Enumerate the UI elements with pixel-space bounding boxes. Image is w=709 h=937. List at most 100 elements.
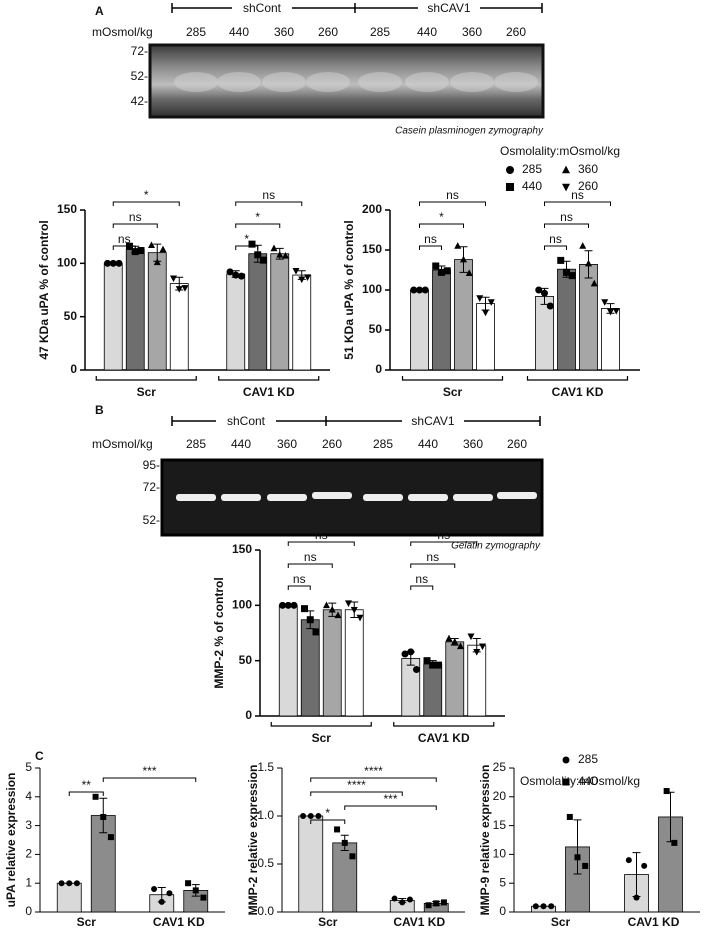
data-point (304, 274, 312, 282)
x-tick-label: CAV1 KD (628, 915, 680, 929)
data-point (350, 606, 358, 614)
data-point (460, 255, 467, 263)
y-tick-label: 150 (57, 202, 77, 216)
significance-bracket (287, 585, 311, 590)
y-axis-label: 47 KDa uPA % of control (37, 220, 51, 359)
significance-label: ns (549, 232, 562, 246)
data-point (467, 633, 475, 641)
x-tick-label: CAV1 KD (552, 385, 604, 399)
bar (322, 609, 342, 717)
data-point (248, 240, 256, 248)
significance-label: ns (560, 210, 573, 224)
data-point (482, 309, 489, 317)
data-point (107, 834, 114, 841)
data-point (557, 256, 565, 264)
significance-bracket (544, 223, 589, 228)
data-point (582, 862, 589, 869)
gel-band (221, 494, 261, 501)
x-tick-label: CAV1 KD (153, 915, 205, 929)
y-tick-label: 5 (499, 875, 506, 889)
y-tick-label: 1 (25, 875, 32, 889)
y-tick-label: 50 (369, 322, 383, 336)
data-point (334, 826, 341, 833)
significance-label: ns (262, 188, 275, 202)
significance-bracket (310, 791, 403, 796)
y-axis-label: 51 KDa uPA % of control (342, 220, 356, 359)
data-point (625, 857, 632, 864)
significance-label: ns (571, 188, 584, 202)
size-marker: 52- (143, 513, 160, 527)
data-point (159, 245, 167, 253)
panel-label: B (95, 403, 104, 417)
gel-band (267, 494, 307, 501)
y-tick-label: 0 (70, 362, 77, 376)
significance-bracket (419, 223, 464, 228)
data-point (601, 299, 609, 306)
x-tick-label: CAV1 KD (393, 915, 445, 929)
data-point (300, 605, 308, 613)
data-point (270, 244, 278, 252)
significance-label: ns (315, 528, 328, 542)
data-point (391, 895, 398, 902)
data-point (432, 262, 440, 270)
gel-band (262, 72, 306, 92)
significance-bracket (544, 201, 611, 206)
bar (56, 882, 82, 913)
data-point (465, 269, 473, 276)
gel-image (148, 43, 545, 119)
significance-label: ns (437, 528, 450, 542)
gel-band (363, 494, 403, 501)
data-point (451, 638, 459, 645)
bar (344, 609, 364, 717)
data-point (443, 267, 451, 275)
data-point (306, 616, 314, 624)
category-bracket (218, 376, 320, 381)
lane-label: 360 (277, 437, 297, 451)
x-tick-label: Scr (77, 915, 97, 929)
legend-label: 440 (578, 774, 598, 788)
bar (292, 274, 312, 371)
significance-bracket (287, 541, 355, 546)
data-point (137, 247, 145, 255)
legend-label: 285 (522, 162, 542, 176)
data-point (416, 286, 423, 294)
data-point (109, 259, 117, 267)
data-point (300, 813, 307, 819)
category-bracket (401, 376, 504, 381)
data-point (232, 271, 240, 279)
legend-label: 260 (578, 179, 598, 193)
data-point (585, 259, 592, 267)
bar (601, 307, 620, 371)
gel-band (494, 72, 538, 92)
osmolality-label: mOsmol/kg (92, 25, 153, 39)
data-point (641, 862, 648, 869)
significance-bracket (344, 805, 437, 810)
lane-label: 285 (373, 437, 393, 451)
data-point (487, 299, 495, 306)
data-point (473, 649, 481, 656)
lane-label: 260 (507, 437, 527, 451)
data-point (166, 890, 173, 897)
data-point (307, 813, 314, 819)
significance-label: ns (424, 232, 437, 246)
data-point (407, 648, 415, 656)
legend-marker (562, 165, 570, 174)
data-point (169, 275, 177, 283)
group-label: shCAV1 (411, 414, 454, 428)
data-point (607, 308, 614, 316)
y-tick-label: 4 (25, 789, 32, 803)
lane-label: 260 (506, 25, 526, 39)
significance-bracket (235, 201, 303, 206)
data-point (334, 611, 342, 619)
data-point (568, 272, 576, 280)
x-tick-label: Scr (443, 385, 463, 399)
data-point (158, 898, 165, 905)
lane-label: 285 (186, 25, 206, 39)
data-point (574, 854, 581, 861)
gel-band (217, 72, 261, 92)
data-point (312, 628, 320, 636)
lane-label: 440 (229, 25, 249, 39)
gel-band (306, 72, 350, 92)
data-point (410, 286, 418, 294)
y-tick-label: 100 (232, 598, 252, 612)
